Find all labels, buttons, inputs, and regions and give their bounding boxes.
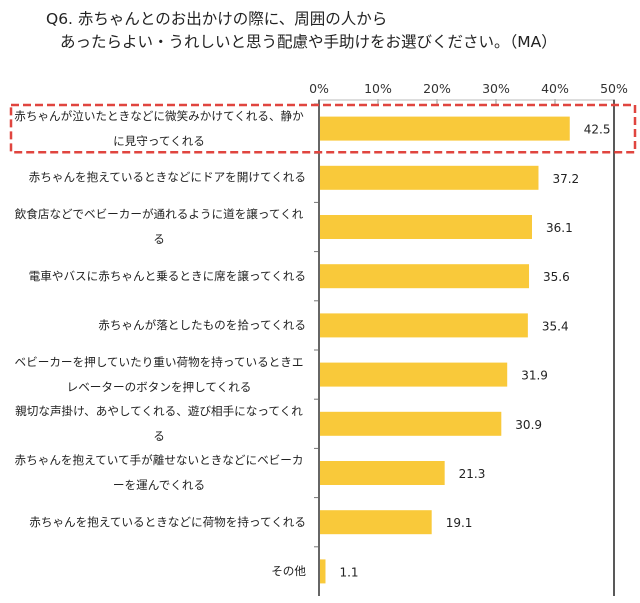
category-label-text: 電車やバスに赤ちゃんと乗るときに席を譲ってくれる <box>28 268 306 283</box>
chart-title: Q6. 赤ちゃんとのお出かけの際に、周囲の人から あったらよい・うれしいと思う配… <box>46 8 557 54</box>
category-label-text: 赤ちゃんを抱えているときなどにドアを開けてくれる <box>28 170 306 185</box>
data-label: 35.4 <box>542 319 569 333</box>
category-label: 赤ちゃんを抱えているときなどに荷物を持ってくれる <box>12 498 306 547</box>
bar <box>319 215 532 239</box>
category-label: ベビーカーを押していたり重い荷物を持っているときエレベーターのボタンを押してくれ… <box>12 350 306 399</box>
x-tick-label: 0% <box>309 81 329 96</box>
x-tick-label: 10% <box>364 81 392 96</box>
category-label-text: 飲食店などでベビーカーが通れるように道を譲ってくれる <box>14 206 304 246</box>
x-tick-label: 50% <box>600 81 628 96</box>
category-label-text: 赤ちゃんを抱えているときなどに荷物を持ってくれる <box>29 514 306 529</box>
category-label: 赤ちゃんが落としたものを拾ってくれる <box>12 301 306 350</box>
category-label: 赤ちゃんを抱えていて手が離せないときなどにベビーカーを運んでくれる <box>12 448 306 497</box>
category-label: 電車やバスに赤ちゃんと乗るときに席を譲ってくれる <box>12 252 306 301</box>
title-line-1: Q6. 赤ちゃんとのお出かけの際に、周囲の人から <box>46 10 388 28</box>
x-tick-label: 40% <box>541 81 569 96</box>
bar <box>319 510 432 535</box>
category-label-text: 親切な声掛け、あやしてくれる、遊び相手になってくれる <box>15 403 303 443</box>
data-label: 35.6 <box>543 270 570 284</box>
bar <box>319 264 530 289</box>
category-label: 赤ちゃんを抱えているときなどにドアを開けてくれる <box>12 153 306 202</box>
data-label: 36.1 <box>546 221 573 235</box>
highlight-box <box>9 103 637 154</box>
bar <box>319 559 326 584</box>
bar <box>319 411 502 436</box>
category-label-text: 赤ちゃんを抱えていて手が離せないときなどにベビーカーを運んでくれる <box>14 452 304 492</box>
category-label: 飲食店などでベビーカーが通れるように道を譲ってくれる <box>12 202 306 251</box>
data-label: 1.1 <box>339 565 358 579</box>
data-label: 19.1 <box>446 516 473 530</box>
category-label-text: 赤ちゃんが落としたものを拾ってくれる <box>98 317 306 332</box>
data-label: 42.5 <box>584 123 611 137</box>
data-label: 37.2 <box>552 172 579 186</box>
x-tick-label: 20% <box>423 81 451 96</box>
category-label-text: ベビーカーを押していたり重い荷物を持っているときエレベーターのボタンを押してくれ… <box>14 354 304 394</box>
category-label-text: 赤ちゃんが泣いたときなどに微笑みかけてくれる、静かに見守ってくれる <box>14 108 304 148</box>
title-line-2: あったらよい・うれしいと思う配慮や手助けをお選びください。（MA） <box>60 33 557 51</box>
data-label: 30.9 <box>515 418 542 432</box>
category-label: その他 <box>12 547 306 596</box>
bar <box>319 165 539 190</box>
x-tick-label: 30% <box>482 81 510 96</box>
data-label: 21.3 <box>459 467 486 481</box>
data-label: 31.9 <box>521 369 548 383</box>
category-label: 親切な声掛け、あやしてくれる、遊び相手になってくれる <box>12 399 306 448</box>
bar <box>319 116 570 141</box>
bar <box>319 362 508 387</box>
bar <box>319 313 528 338</box>
bar <box>319 461 445 485</box>
category-label: 赤ちゃんが泣いたときなどに微笑みかけてくれる、静かに見守ってくれる <box>12 104 306 153</box>
category-label-text: その他 <box>271 563 306 578</box>
